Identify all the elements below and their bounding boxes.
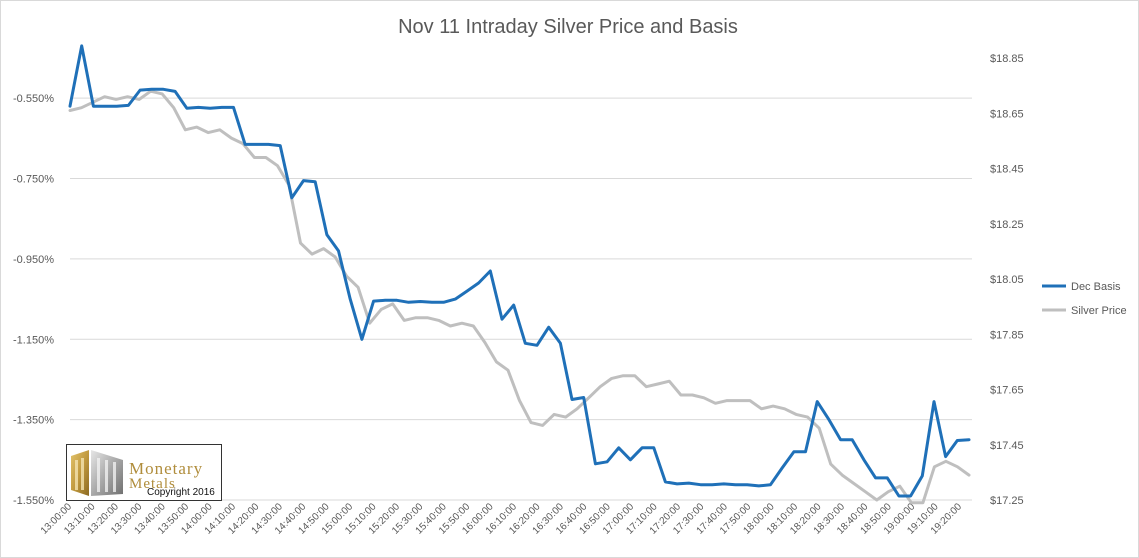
y-axis-left-labels: -0.550% -0.750% -0.950% -1.150% -1.350% -1.55… bbox=[13, 93, 54, 507]
legend: Dec Basis Silver Price bbox=[1042, 281, 1127, 317]
y-right-tick-label: $17.25 bbox=[990, 495, 1024, 507]
y-left-tick-label: -1.550% bbox=[13, 495, 54, 507]
gridlines bbox=[70, 97, 972, 501]
y-left-tick-label: -0.750% bbox=[13, 174, 54, 186]
legend-label: Dec Basis bbox=[1071, 281, 1121, 293]
y-left-tick-label: -1.350% bbox=[13, 415, 54, 427]
monetary-metals-logo: Monetary Metals Copyright 2016 bbox=[66, 444, 222, 501]
y-right-tick-label: $18.65 bbox=[990, 108, 1024, 120]
y-right-tick-label: $18.45 bbox=[990, 164, 1024, 176]
chart-title: Nov 11 Intraday Silver Price and Basis bbox=[398, 16, 738, 38]
mm-logo-icon bbox=[71, 450, 123, 496]
series-lines bbox=[68, 44, 971, 505]
logo-copyright: Copyright 2016 bbox=[147, 487, 215, 498]
logo-text-monetary: Monetary bbox=[129, 459, 204, 478]
logo-text-metals: Metals bbox=[129, 476, 176, 492]
y-axis-right-labels: $18.85 $18.65 $18.45 $18.25 $18.05 $17.85 $17.… bbox=[990, 53, 1024, 507]
series-line-dec-basis bbox=[68, 44, 971, 498]
y-left-tick-label: -1.150% bbox=[13, 334, 54, 346]
y-right-tick-label: $17.45 bbox=[990, 440, 1024, 452]
y-right-tick-label: $17.65 bbox=[990, 385, 1024, 397]
y-left-tick-label: -0.950% bbox=[13, 254, 54, 266]
y-right-tick-label: $18.85 bbox=[990, 53, 1024, 65]
x-axis-labels: 13:00:0013:10:0013:20:0013:30:0013:40:00… bbox=[39, 501, 965, 537]
y-right-tick-label: $17.85 bbox=[990, 329, 1024, 341]
y-left-tick-label: -0.550% bbox=[13, 93, 54, 105]
y-right-tick-label: $18.05 bbox=[990, 274, 1024, 286]
legend-label: Silver Price bbox=[1071, 305, 1127, 317]
y-right-tick-label: $18.25 bbox=[990, 219, 1024, 231]
series-line-silver-price bbox=[68, 89, 971, 505]
